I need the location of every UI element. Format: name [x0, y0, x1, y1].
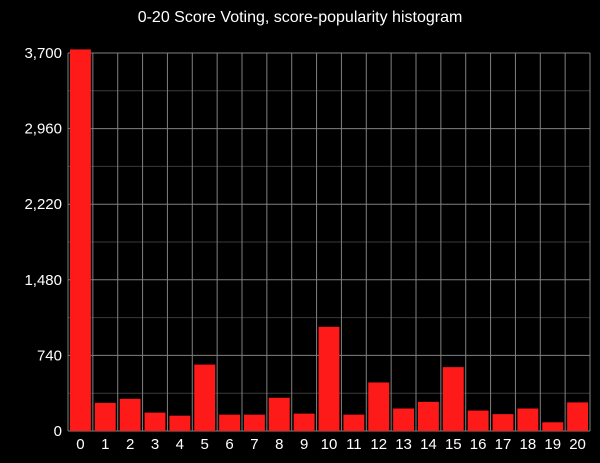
- x-tick-label: 19: [544, 436, 561, 453]
- y-tick-label: 1,480: [24, 272, 62, 289]
- y-tick-label: 740: [37, 347, 62, 364]
- chart-title: 0-20 Score Voting, score-popularity hist…: [137, 9, 463, 26]
- x-tick-label: 10: [321, 436, 338, 453]
- major-grid: [67, 52, 591, 432]
- bar-6: [219, 414, 241, 431]
- bar-10: [318, 326, 340, 431]
- y-tick-label: 0: [54, 423, 62, 440]
- x-tick-label: 12: [370, 436, 387, 453]
- x-tick-label: 13: [395, 436, 412, 453]
- bar-7: [243, 414, 265, 431]
- x-tick-label: 14: [420, 436, 437, 453]
- y-axis-ticks: 0 740 1,480 2,220 2,960 3,700: [24, 45, 62, 440]
- bar-8: [268, 397, 290, 431]
- x-tick-label: 17: [495, 436, 512, 453]
- y-tick-label: 2,220: [24, 196, 62, 213]
- bar-4: [169, 415, 191, 431]
- bar-14: [417, 401, 439, 431]
- bar-18: [517, 408, 539, 431]
- x-tick-label: 7: [250, 436, 258, 453]
- bar-1: [94, 402, 116, 431]
- y-tick-label: 2,960: [24, 121, 62, 138]
- x-tick-label: 5: [201, 436, 209, 453]
- x-tick-label: 2: [126, 436, 134, 453]
- x-tick-label: 6: [225, 436, 233, 453]
- bar-11: [343, 414, 365, 431]
- bar-13: [393, 408, 415, 431]
- bar-0: [69, 49, 91, 432]
- x-tick-label: 11: [346, 436, 362, 453]
- bar-17: [492, 414, 514, 431]
- bar-5: [194, 364, 216, 431]
- bar-3: [144, 412, 166, 431]
- bar-19: [542, 422, 564, 431]
- x-tick-label: 9: [300, 436, 308, 453]
- bar-2: [119, 398, 141, 431]
- bar-15: [442, 367, 464, 431]
- x-tick-label: 1: [101, 436, 109, 453]
- x-tick-label: 0: [76, 436, 84, 453]
- x-tick-label: 20: [569, 436, 586, 453]
- y-tick-label: 3,700: [24, 45, 62, 62]
- x-tick-label: 16: [470, 436, 487, 453]
- bars: [69, 49, 589, 432]
- x-axis-ticks: 0 1 2 3 4 5 6 7 8 9 10 11 12 13 14 15 16 17 18 19 20: [76, 436, 586, 453]
- x-tick-label: 4: [176, 436, 184, 453]
- bar-9: [293, 413, 315, 431]
- bar-12: [368, 382, 390, 431]
- bar-20: [567, 402, 589, 431]
- x-tick-label: 8: [275, 436, 283, 453]
- x-tick-label: 15: [445, 436, 462, 453]
- bar-16: [467, 410, 489, 431]
- x-tick-label: 18: [520, 436, 537, 453]
- x-tick-label: 3: [151, 436, 159, 453]
